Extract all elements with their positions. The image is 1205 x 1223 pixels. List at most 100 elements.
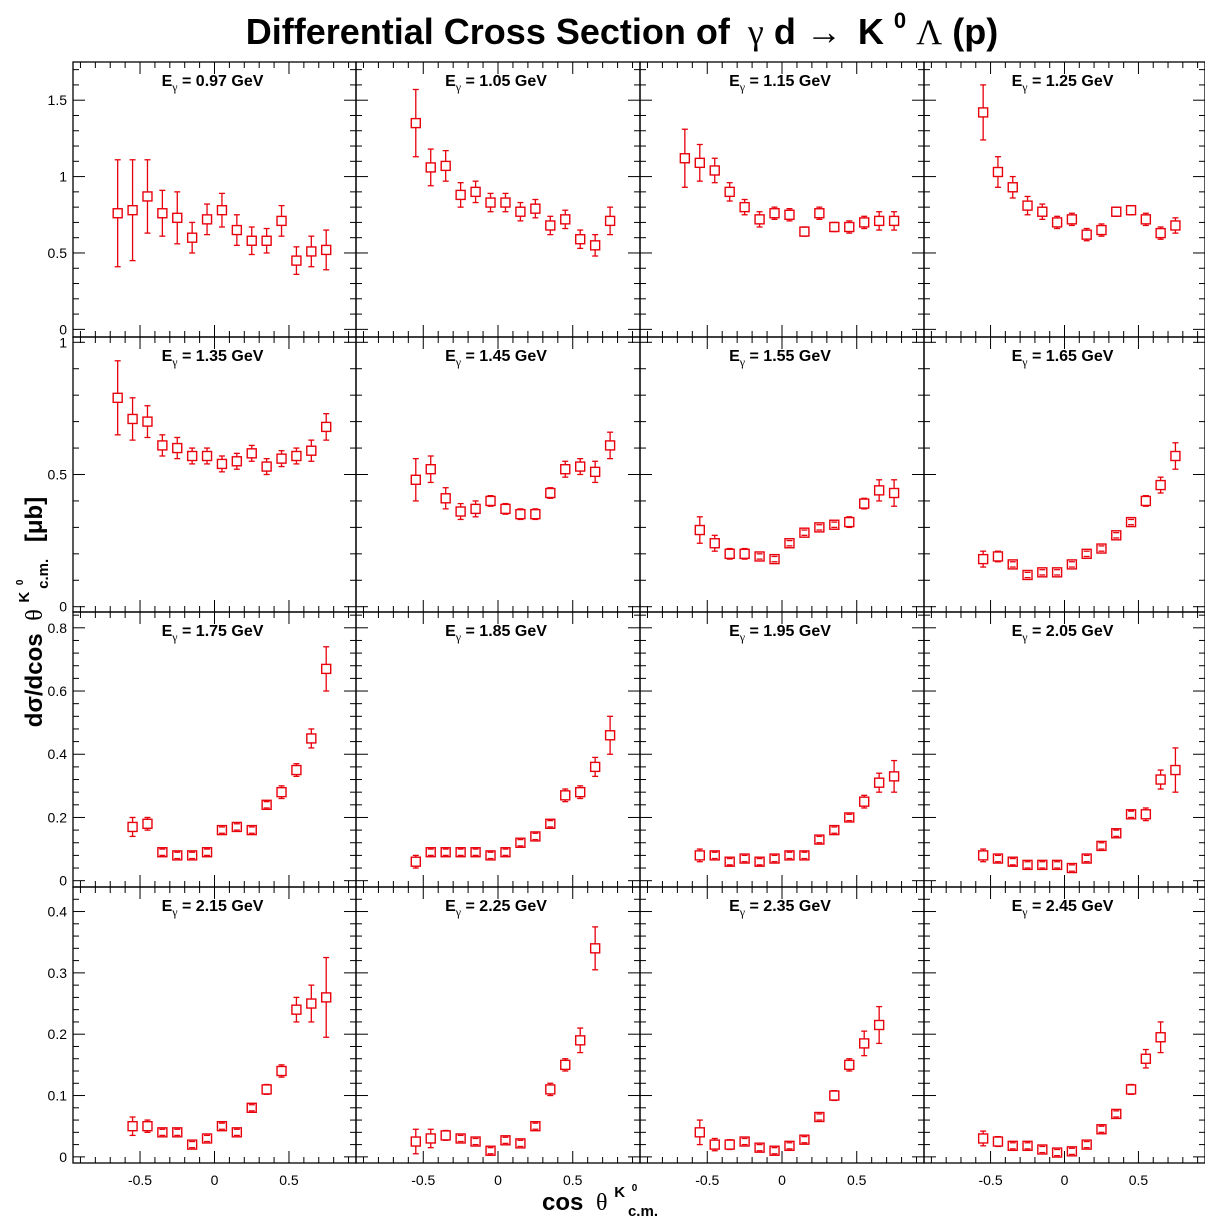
data-point xyxy=(440,847,451,858)
x-axis-label-sub: c.m. xyxy=(628,1203,658,1220)
panel-label-unit: GeV xyxy=(799,348,831,365)
x-tick-label: 0.5 xyxy=(847,1172,867,1188)
data-point xyxy=(992,156,1004,188)
panel-label-e: E xyxy=(1012,623,1023,640)
data-marker xyxy=(201,450,213,462)
data-point xyxy=(470,847,481,858)
data-marker xyxy=(754,856,765,867)
panel-label-value: = 1.05 xyxy=(461,73,515,90)
data-marker xyxy=(724,856,735,867)
data-marker xyxy=(679,153,691,164)
data-point xyxy=(440,487,451,510)
data-marker xyxy=(1125,516,1137,528)
data-marker xyxy=(186,450,198,462)
data-point xyxy=(276,785,287,800)
x-tick-label: 0.5 xyxy=(279,1172,299,1188)
data-point xyxy=(1037,1144,1048,1155)
data-marker xyxy=(201,1133,213,1144)
data-marker xyxy=(470,503,481,515)
data-point xyxy=(754,856,765,867)
data-point xyxy=(1081,853,1092,864)
data-marker xyxy=(410,117,421,129)
data-marker xyxy=(530,1120,541,1132)
data-point xyxy=(784,538,795,549)
data-marker xyxy=(769,1145,780,1156)
data-point xyxy=(216,824,228,836)
panel-energy-label: Eγ = 1.75 GeV xyxy=(162,623,264,644)
data-marker xyxy=(530,831,541,842)
data-point xyxy=(1051,567,1063,578)
data-point xyxy=(1051,215,1063,230)
data-marker xyxy=(455,1133,466,1144)
panel-1_55: Eγ = 1.55 GeV xyxy=(639,336,925,613)
panel-label-unit: GeV xyxy=(515,623,547,640)
data-marker xyxy=(157,440,168,451)
data-marker xyxy=(1066,559,1078,570)
data-marker xyxy=(1111,1108,1122,1120)
data-marker xyxy=(231,821,243,833)
panel-energy-label: Eγ = 1.65 GeV xyxy=(1012,348,1114,369)
data-marker xyxy=(859,498,870,509)
panel-label-unit: GeV xyxy=(799,898,831,915)
data-point xyxy=(799,850,810,861)
data-marker xyxy=(1037,206,1048,217)
data-point xyxy=(455,1133,466,1144)
data-marker xyxy=(1081,548,1092,560)
data-point xyxy=(784,850,795,861)
data-point xyxy=(425,847,436,858)
data-point xyxy=(276,204,287,237)
data-point xyxy=(560,460,571,478)
data-point xyxy=(127,1116,138,1137)
data-point xyxy=(261,799,272,811)
data-marker xyxy=(977,850,989,861)
data-marker xyxy=(142,1120,153,1132)
data-point xyxy=(1111,828,1122,839)
data-point xyxy=(1155,476,1166,494)
panel-label-value: = 1.35 xyxy=(178,348,232,365)
panel-label-value: = 0.97 xyxy=(178,73,232,90)
data-marker xyxy=(500,503,511,515)
data-point xyxy=(1022,195,1033,216)
data-point xyxy=(694,848,705,863)
data-marker xyxy=(545,1084,556,1095)
data-point xyxy=(530,198,541,219)
data-marker xyxy=(216,824,228,836)
data-marker xyxy=(321,244,332,256)
data-marker xyxy=(1125,1084,1137,1095)
data-point xyxy=(873,479,885,502)
data-marker xyxy=(485,850,496,861)
data-point xyxy=(1155,226,1166,240)
x-tick-label: 0 xyxy=(211,1172,219,1188)
panel-energy-label: Eγ = 1.15 GeV xyxy=(729,73,831,94)
data-point xyxy=(291,447,302,465)
data-marker xyxy=(500,197,511,208)
data-marker xyxy=(321,421,332,433)
data-marker xyxy=(1155,227,1166,239)
data-point xyxy=(127,159,138,262)
panel-energy-label: Eγ = 2.15 GeV xyxy=(162,898,264,919)
data-point xyxy=(246,824,257,836)
data-point xyxy=(276,450,287,468)
panel-label-gamma: γ xyxy=(1021,80,1028,94)
x-axis-label-theta: θ xyxy=(596,1190,608,1216)
panel-energy-label: Eγ = 1.95 GeV xyxy=(729,623,831,644)
data-point xyxy=(1022,1140,1033,1152)
panel-label-unit: GeV xyxy=(231,898,263,915)
data-point xyxy=(1007,856,1018,867)
data-point xyxy=(814,522,825,533)
data-marker xyxy=(157,1127,168,1138)
panel-1_95: Eγ = 1.95 GeV xyxy=(639,611,925,888)
data-point xyxy=(470,180,481,204)
data-marker xyxy=(515,206,526,217)
data-point xyxy=(545,215,556,236)
data-marker xyxy=(1140,809,1152,820)
data-point xyxy=(186,1139,198,1150)
data-marker xyxy=(142,191,153,202)
title-gamma: γ xyxy=(747,12,764,52)
data-marker xyxy=(231,224,243,236)
data-marker xyxy=(485,495,496,507)
data-point xyxy=(455,502,466,521)
x-tick-label: -0.5 xyxy=(128,1172,152,1188)
data-point xyxy=(694,143,705,182)
